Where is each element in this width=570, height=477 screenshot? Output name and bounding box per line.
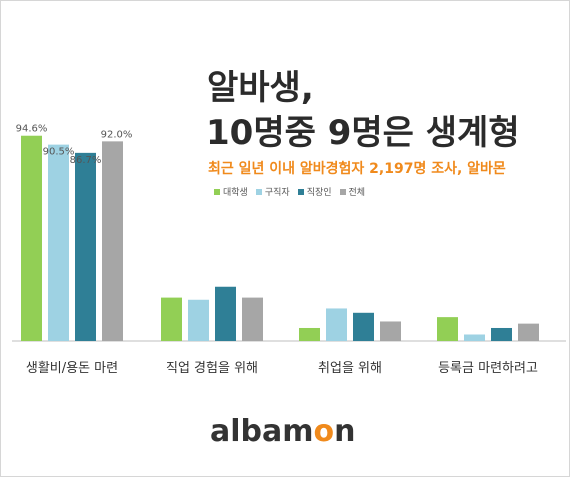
bar-1-0 — [161, 297, 182, 341]
bar-3-1 — [464, 334, 485, 341]
data-label-0-3: 92.0% — [101, 129, 133, 140]
category-label-1: 직업 경험을 위해 — [166, 361, 258, 376]
bar-0-2 — [75, 152, 96, 341]
bar-chart: 94.6% 90.5%86.7% 92.0% 생활비/용돈 마련 직업 경험을 위해 취업… — [12, 124, 566, 376]
category-label-0: 생활비/용돈 마련 — [26, 361, 118, 376]
legend-label-2: 직장인 — [306, 188, 332, 198]
legend-label-3: 전체 — [348, 188, 366, 198]
legend-swatch-3 — [339, 188, 346, 195]
legend: 대학생 구직자 직장인 전체 — [214, 185, 365, 198]
category-label-3: 등록금 마련하려고 — [438, 361, 538, 376]
bar-3-0 — [437, 317, 458, 341]
bar-1-2 — [215, 286, 236, 341]
category-label-2: 취업을 위해 — [318, 361, 382, 376]
legend-label-1: 구직자 — [264, 188, 290, 198]
logo-text-o: o — [313, 414, 335, 449]
bar-3-2 — [491, 327, 512, 341]
data-label-0-2: 86.7% — [70, 155, 102, 166]
legend-swatch-0 — [214, 188, 220, 195]
bar-0-0 — [21, 135, 42, 341]
bar-2-0 — [299, 327, 320, 341]
bar-1-1 — [188, 299, 209, 341]
chart-title-line2: 10명중 9명은 생계형 — [206, 113, 520, 153]
legend-item-2: 직장인 — [297, 185, 332, 198]
legend-swatch-2 — [297, 188, 304, 195]
legend-label-0: 대학생 — [223, 188, 248, 198]
bar-2-3 — [380, 321, 401, 341]
legend-item-3: 전체 — [339, 185, 366, 198]
bar-0-1 — [48, 144, 69, 341]
logo-text-after: n — [334, 414, 356, 449]
bar-2-1 — [326, 308, 347, 341]
albamon-logo: albamon — [210, 414, 356, 449]
bar-3-3 — [518, 323, 539, 341]
chart-subtitle: 최근 일년 이내 알바경험자 2,197명 조사, 알바몬 — [208, 161, 506, 177]
data-label-0-1: 90.5% — [43, 147, 75, 158]
bar-0-3 — [102, 141, 123, 341]
logo-text-before: albam — [210, 414, 314, 449]
legend-item-1: 구직자 — [255, 185, 290, 198]
bar-1-3 — [242, 297, 263, 341]
bar-2-2 — [353, 312, 374, 341]
legend-item-0: 대학생 — [214, 185, 248, 198]
legend-swatch-1 — [255, 188, 262, 195]
data-label-0-0: 94.6% — [16, 124, 48, 135]
chart-title-line1: 알바생, — [207, 68, 314, 108]
